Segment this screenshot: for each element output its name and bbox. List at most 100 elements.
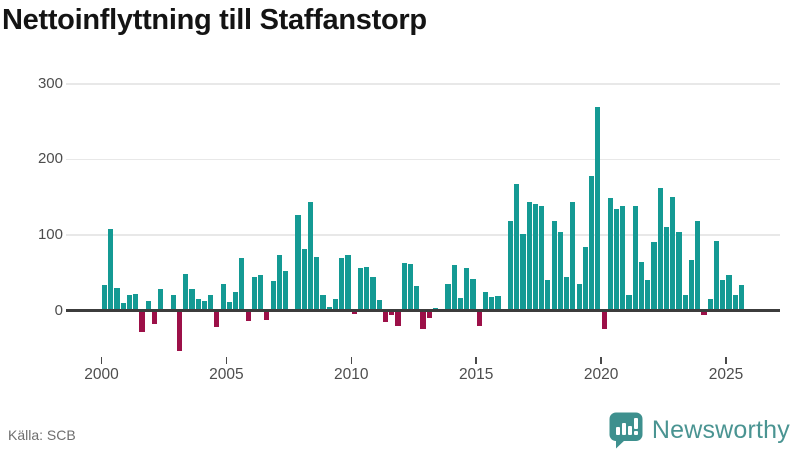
chart-bar	[276, 255, 282, 311]
x-axis-tick	[475, 357, 477, 364]
gridline	[66, 158, 780, 161]
chart-bar	[720, 280, 726, 311]
chart-bar	[670, 197, 676, 311]
chart-bar	[226, 302, 232, 311]
x-axis-label: 2015	[458, 366, 494, 383]
x-axis-label: 2025	[708, 366, 744, 383]
chart-bar	[645, 279, 651, 311]
y-axis-label: 200	[37, 150, 63, 168]
chart-bar	[707, 299, 713, 311]
chart-bar	[613, 208, 620, 311]
chart-bar	[601, 310, 607, 330]
chart-bar	[532, 204, 538, 311]
chart-bar	[320, 295, 326, 311]
chart-bar	[551, 220, 557, 311]
chart-bar	[476, 310, 482, 327]
chart-bar	[151, 310, 158, 325]
source-note: Källa: SCB	[8, 427, 76, 443]
chart-bar	[195, 299, 201, 311]
chart-bar	[307, 201, 314, 311]
chart-bar	[651, 241, 657, 311]
chart-bar	[201, 300, 207, 311]
chart-bar	[676, 231, 682, 311]
chart-bar	[726, 275, 732, 311]
chart-bar	[345, 255, 351, 311]
chart-bar	[626, 295, 632, 311]
chart-bar	[170, 295, 176, 311]
chart-bar	[426, 310, 432, 319]
chart-bar	[183, 274, 189, 311]
newsworthy-logo[interactable]: Newsworthy	[609, 412, 790, 449]
chart-bar	[713, 241, 720, 311]
chart-bar	[364, 266, 370, 311]
chart-bar	[382, 310, 389, 322]
gridline	[66, 83, 780, 85]
gridline	[66, 234, 780, 236]
x-axis-label: 2005	[209, 366, 244, 383]
chart-bar	[339, 257, 345, 311]
chart-bar	[314, 256, 320, 311]
chart-bar	[101, 284, 108, 311]
chart-bar	[464, 268, 470, 311]
chart-bar	[126, 294, 133, 311]
y-axis-label: 0	[54, 301, 63, 319]
chart-bar	[370, 277, 376, 311]
zero-axis-line	[66, 309, 780, 312]
x-axis-label: 2010	[334, 366, 369, 383]
chart-bar	[139, 310, 145, 333]
y-axis-label: 300	[37, 74, 63, 92]
chart-bar	[632, 206, 638, 311]
x-axis-tick	[225, 357, 228, 364]
chart-bar	[283, 271, 289, 311]
chart-bar	[514, 184, 520, 311]
chart-bar	[732, 294, 738, 311]
chart-bar	[395, 310, 401, 327]
chart-bar	[233, 292, 239, 311]
chart-bar	[489, 296, 495, 311]
chart-bar	[570, 201, 576, 311]
chart-bar	[682, 294, 688, 311]
chart-bar	[526, 202, 532, 311]
chart-bar	[145, 301, 151, 311]
chart-bar	[701, 310, 707, 316]
chart-bar	[695, 220, 701, 311]
chart-bar	[351, 310, 357, 315]
chart-bar	[264, 310, 270, 321]
chart-bar	[208, 295, 214, 311]
x-axis-label: 2000	[84, 366, 119, 383]
chart-bar	[620, 205, 626, 311]
chart-bar	[582, 247, 588, 311]
chart-bar	[495, 296, 501, 311]
chart-bar	[332, 299, 339, 311]
x-axis-tick	[100, 357, 103, 364]
chart-bar	[557, 231, 563, 311]
chart-bar	[457, 297, 464, 311]
chart-bar	[688, 259, 695, 311]
chart-bar	[520, 234, 526, 311]
newsworthy-chart-bubble-icon	[609, 412, 643, 449]
x-axis-tick	[600, 357, 602, 364]
chart-bar	[451, 265, 457, 311]
chart-bar	[564, 276, 570, 311]
chart-bar	[414, 285, 420, 311]
chart-bar	[251, 276, 257, 311]
chart-bar	[595, 106, 601, 311]
chart-bar	[114, 287, 120, 311]
chart-bar	[258, 275, 264, 311]
chart-bar	[108, 228, 114, 311]
chart-bar	[638, 262, 645, 311]
x-axis-tick	[725, 357, 727, 364]
chart-bar	[245, 310, 251, 322]
chart-bar	[507, 221, 513, 311]
chart-bar	[545, 280, 551, 311]
chart-bar	[389, 310, 395, 316]
chart-bar	[589, 176, 595, 311]
chart-bar	[445, 284, 451, 311]
chart-bar	[470, 278, 476, 311]
chart-bar	[295, 215, 301, 311]
chart-bar	[539, 206, 545, 311]
chart-bar	[657, 188, 663, 311]
chart-bar	[401, 262, 407, 311]
chart-bar	[220, 284, 226, 311]
